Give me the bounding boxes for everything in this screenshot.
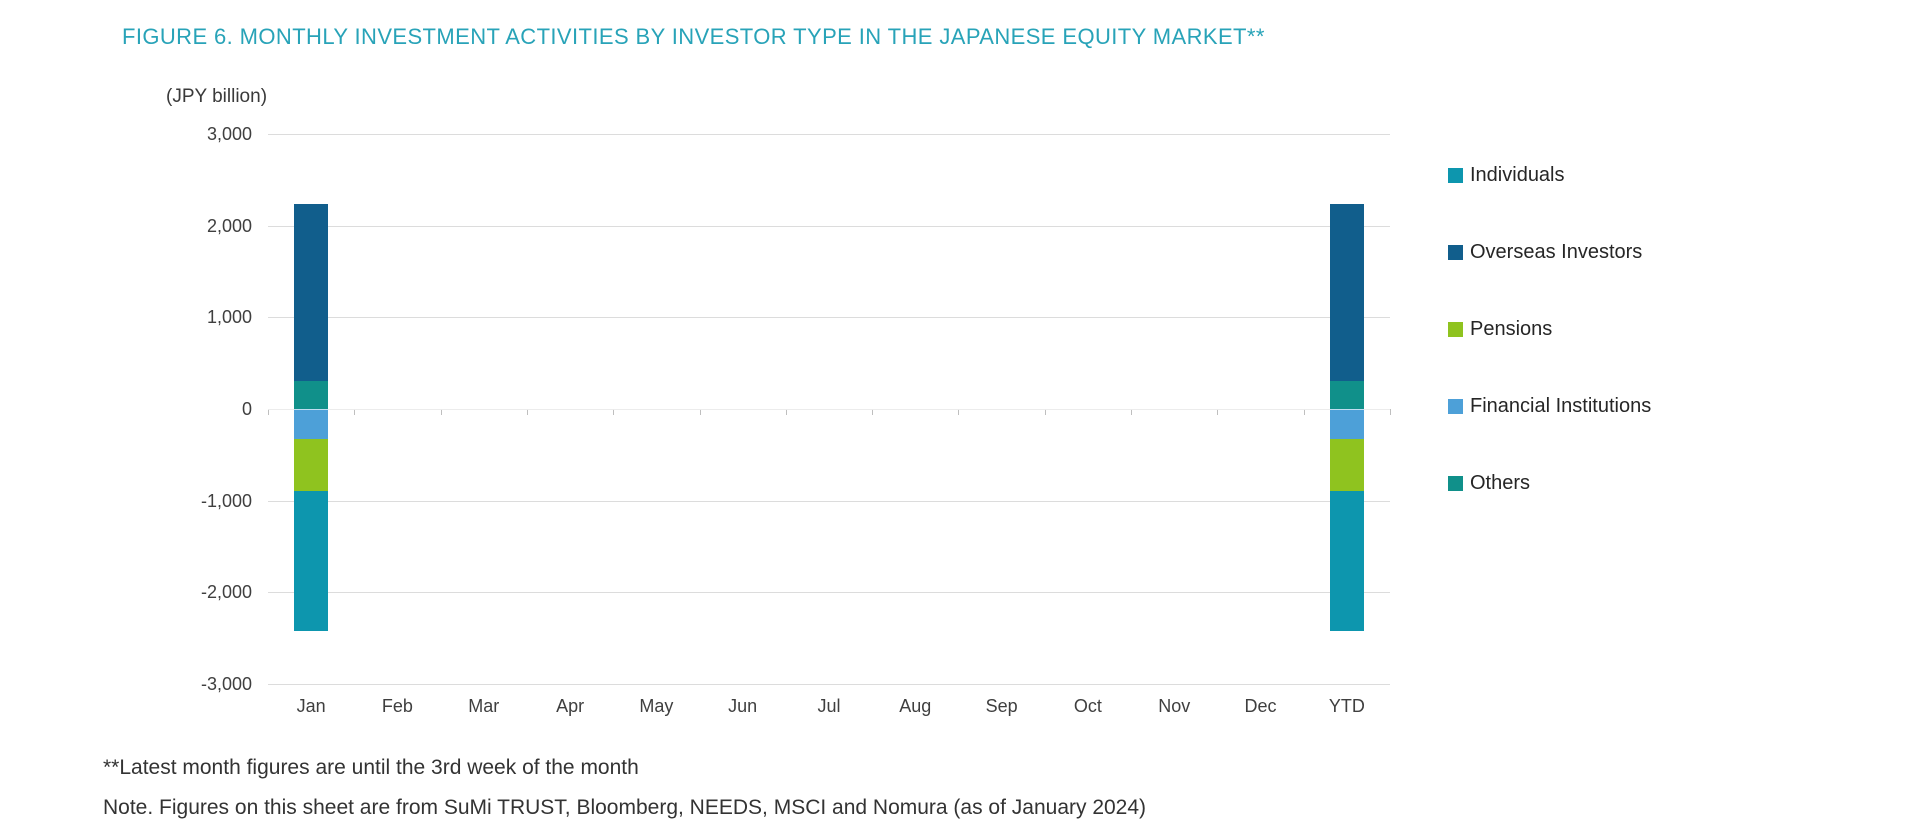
legend-swatch-icon bbox=[1448, 167, 1463, 183]
x-category-label: Jan bbox=[296, 696, 326, 716]
x-axis-tick bbox=[1217, 409, 1219, 415]
x-axis-tick bbox=[1131, 409, 1133, 415]
bar-segment-others-ytd bbox=[1329, 380, 1364, 409]
legend-item-overseas-investors: Overseas Investors bbox=[1448, 241, 1651, 263]
y-axis-unit-label: (JPY billion) bbox=[166, 86, 268, 107]
gridline bbox=[268, 225, 1390, 227]
bar-segment-pensions-ytd bbox=[1329, 439, 1364, 491]
gridline bbox=[268, 500, 1390, 502]
y-tick-label: 2,000 bbox=[206, 215, 252, 236]
legend-label: Individuals bbox=[1470, 163, 1565, 186]
x-category-label: Jul bbox=[817, 696, 841, 716]
legend-label: Pensions bbox=[1470, 317, 1553, 340]
x-axis-tick bbox=[526, 409, 528, 415]
legend-swatch-icon bbox=[1448, 244, 1463, 260]
x-axis-tick bbox=[613, 409, 615, 415]
legend-swatch-icon bbox=[1448, 398, 1463, 414]
x-axis-tick bbox=[1390, 409, 1391, 415]
y-tick-label: 1,000 bbox=[206, 307, 252, 328]
zero-line-overlay bbox=[268, 409, 1390, 410]
chart-legend: Individuals Overseas Investors Pensions Fin… bbox=[1448, 164, 1651, 549]
bar-segment-others-jan bbox=[294, 380, 329, 409]
gridline bbox=[268, 317, 1390, 319]
gridline bbox=[268, 684, 1390, 685]
legend-item-financial-institutions: Financial Institutions bbox=[1448, 395, 1651, 417]
x-category-label: Jun bbox=[728, 696, 758, 716]
bar-segment-pensions-jan bbox=[294, 439, 329, 491]
legend-item-individuals: Individuals bbox=[1448, 164, 1651, 186]
legend-label: Overseas Investors bbox=[1470, 240, 1643, 263]
x-axis-tick bbox=[354, 409, 356, 415]
legend-item-others: Others bbox=[1448, 472, 1651, 494]
y-tick-label: 3,000 bbox=[206, 124, 252, 144]
legend-item-pensions: Pensions bbox=[1448, 318, 1651, 340]
x-category-label: Feb bbox=[381, 696, 413, 716]
x-axis-tick bbox=[1044, 409, 1046, 415]
x-category-label: YTD bbox=[1328, 696, 1365, 716]
x-category-label: Mar bbox=[468, 696, 500, 716]
legend-label: Others bbox=[1470, 471, 1531, 494]
x-axis-tick bbox=[1303, 409, 1305, 415]
x-category-label: Aug bbox=[899, 696, 932, 716]
chart-title: FIGURE 6. MONTHLY INVESTMENT ACTIVITIES … bbox=[122, 24, 1265, 49]
x-category-label: Sep bbox=[985, 696, 1018, 716]
bar-segment-financial-institutions-ytd bbox=[1329, 409, 1364, 440]
x-category-label: Apr bbox=[556, 696, 585, 716]
bar-segment-overseas-investors-ytd bbox=[1329, 203, 1364, 381]
x-category-label: Nov bbox=[1158, 696, 1191, 716]
y-tick-label: -2,000 bbox=[200, 582, 252, 603]
bar-segment-overseas-investors-jan bbox=[294, 203, 329, 381]
y-tick-label: 0 bbox=[241, 399, 252, 419]
x-axis-tick bbox=[872, 409, 874, 415]
x-axis-tick bbox=[958, 409, 960, 415]
x-axis-tick bbox=[268, 409, 269, 415]
legend-label: Financial Institutions bbox=[1470, 394, 1652, 417]
x-category-label: May bbox=[639, 696, 674, 716]
y-tick-label: -3,000 bbox=[200, 674, 252, 694]
x-category-label: Oct bbox=[1073, 696, 1102, 716]
bar-segment-individuals-ytd bbox=[1329, 490, 1364, 631]
x-axis-tick bbox=[440, 409, 442, 415]
y-tick-label: -1,000 bbox=[200, 490, 252, 511]
gridline bbox=[268, 592, 1390, 594]
x-axis-tick bbox=[785, 409, 787, 415]
footnote-latest-month: **Latest month figures are until the 3rd… bbox=[103, 756, 639, 779]
x-category-label: Dec bbox=[1244, 696, 1277, 716]
bar-segment-financial-institutions-jan bbox=[294, 409, 329, 440]
legend-swatch-icon bbox=[1448, 475, 1463, 491]
bar-segment-individuals-jan bbox=[294, 490, 329, 631]
footnote-sources: Note. Figures on this sheet are from SuM… bbox=[103, 796, 1147, 819]
footnotes: **Latest month figures are until the 3rd… bbox=[103, 748, 1146, 824]
legend-swatch-icon bbox=[1448, 321, 1463, 337]
gridline bbox=[268, 134, 1390, 135]
x-axis-tick bbox=[699, 409, 701, 415]
